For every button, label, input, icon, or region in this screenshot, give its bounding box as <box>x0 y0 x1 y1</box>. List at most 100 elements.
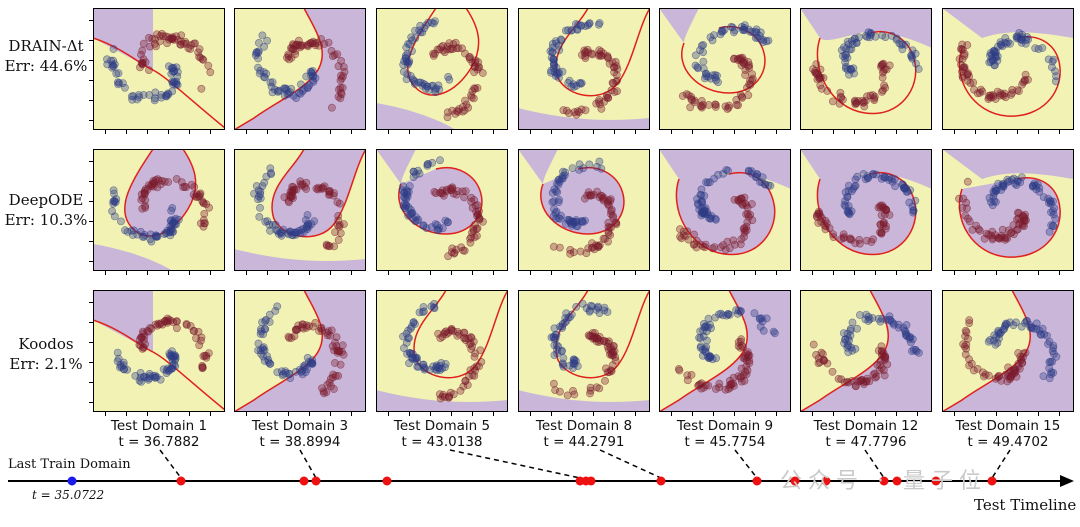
sample-point <box>330 385 338 393</box>
sample-point <box>1046 196 1054 205</box>
sample-point <box>140 336 148 344</box>
sample-point <box>962 198 971 207</box>
sample-point <box>471 349 479 358</box>
sample-point <box>254 195 262 204</box>
sample-point <box>595 98 603 106</box>
sample-point <box>730 26 739 35</box>
sample-point <box>880 65 889 74</box>
sample-point <box>606 231 615 239</box>
watermark: 公众号 · 量子位 <box>780 469 987 494</box>
axis-tick <box>89 161 93 162</box>
sample-point <box>912 59 920 68</box>
sample-point <box>466 366 475 374</box>
sample-point <box>1039 193 1048 201</box>
axis-tick <box>776 271 777 275</box>
sample-point <box>278 371 287 380</box>
sample-point <box>762 314 771 323</box>
axis-tick <box>126 412 127 416</box>
sample-point <box>445 75 454 84</box>
domain-name: Test Domain 15 <box>955 418 1061 434</box>
sample-point <box>439 390 448 399</box>
sample-point <box>443 113 452 122</box>
axis-tick <box>388 130 389 134</box>
purple-region <box>800 8 932 48</box>
sample-point <box>588 239 596 248</box>
connector-line <box>991 449 1011 479</box>
sample-point <box>851 100 860 109</box>
sample-point <box>556 387 564 396</box>
axis-tick <box>1038 130 1039 134</box>
sample-point <box>449 189 458 198</box>
sample-point <box>600 306 609 315</box>
sample-point <box>555 196 563 204</box>
sample-point <box>161 229 170 238</box>
sample-point <box>856 377 865 385</box>
sample-point <box>328 103 336 112</box>
axis-tick <box>267 271 268 275</box>
sample-point <box>263 217 272 226</box>
sample-point <box>743 350 751 358</box>
sample-point <box>304 40 313 49</box>
sample-point <box>402 329 411 338</box>
sample-point <box>555 178 564 186</box>
sample-point <box>836 88 845 97</box>
sample-point <box>566 249 575 258</box>
domain-label: Test Domain 12 t = 47.7796 <box>791 418 941 450</box>
sample-point <box>113 348 122 357</box>
sample-point <box>289 231 298 240</box>
sample-point <box>844 378 853 387</box>
sample-point <box>399 182 407 191</box>
sample-point <box>745 61 754 69</box>
row-label-deepode: DeepODE Err: 10.3% <box>0 190 92 230</box>
sample-point <box>892 35 901 44</box>
axis-tick <box>1017 412 1018 416</box>
sample-point <box>320 182 329 191</box>
sample-point <box>120 83 129 92</box>
decision-boundary-plot <box>376 290 508 416</box>
sample-point <box>325 190 334 198</box>
sample-point <box>166 226 174 234</box>
sample-point <box>324 38 333 47</box>
sample-point <box>911 196 920 205</box>
sample-point <box>135 93 143 102</box>
sample-point <box>851 97 859 106</box>
axis-tick <box>330 412 331 416</box>
sample-point <box>270 85 279 94</box>
sample-point <box>706 353 715 361</box>
sample-point <box>199 222 208 231</box>
sample-point <box>846 331 855 340</box>
sample-point <box>558 67 567 76</box>
sample-point <box>693 63 702 71</box>
sample-point <box>837 375 846 384</box>
sample-point <box>744 351 753 359</box>
sample-point <box>593 187 601 196</box>
sample-point <box>1043 331 1051 340</box>
sample-point <box>604 200 612 209</box>
sample-point <box>683 371 692 380</box>
sample-point <box>816 73 825 82</box>
sample-point <box>162 91 171 100</box>
sample-point <box>410 78 419 86</box>
sample-point <box>556 243 564 252</box>
sample-point <box>707 324 715 333</box>
sample-point <box>471 56 480 65</box>
plot-frame <box>376 149 508 271</box>
sample-point <box>962 344 971 353</box>
sample-point <box>268 78 277 87</box>
axis-tick <box>671 130 672 134</box>
sample-point <box>898 40 907 49</box>
sample-point <box>737 341 746 350</box>
axis-tick <box>89 322 93 323</box>
sample-point <box>202 353 211 362</box>
axis-tick <box>409 271 410 275</box>
sample-point <box>430 304 439 313</box>
sample-point <box>303 222 311 230</box>
sample-point <box>978 87 987 96</box>
test-domain-point <box>931 476 941 486</box>
sample-point <box>138 204 147 213</box>
sample-point <box>162 317 171 325</box>
sample-point <box>965 319 974 327</box>
sample-point <box>286 227 294 236</box>
sample-point <box>438 224 447 233</box>
sample-point <box>1018 30 1026 39</box>
